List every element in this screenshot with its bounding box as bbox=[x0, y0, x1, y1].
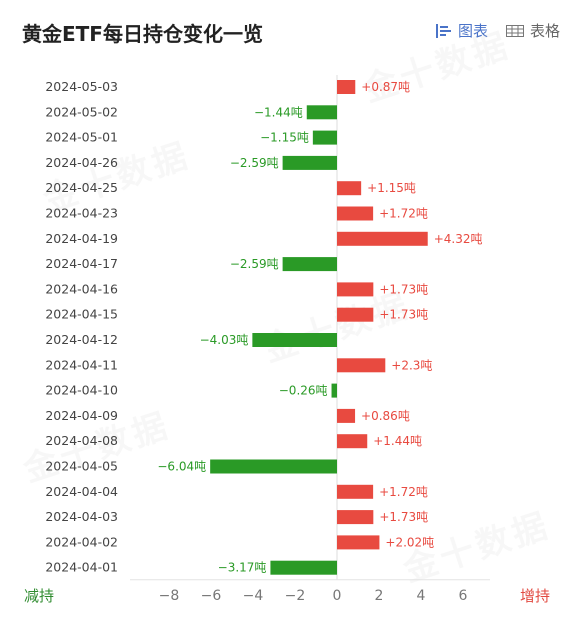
bar bbox=[337, 358, 386, 373]
bar bbox=[337, 307, 374, 322]
bar bbox=[210, 459, 337, 474]
category-label: 2024-05-02 bbox=[45, 104, 118, 119]
view-tabs: 图表 表格 bbox=[435, 20, 560, 41]
category-label: 2024-04-08 bbox=[45, 433, 118, 448]
tab-chart-label: 图表 bbox=[457, 22, 488, 40]
x-tick-label: −2 bbox=[285, 588, 306, 604]
category-label: 2024-04-23 bbox=[45, 206, 118, 221]
page-title: 黄金ETF每日持仓变化一览 bbox=[22, 22, 263, 46]
bar bbox=[282, 155, 337, 170]
category-label: 2024-04-25 bbox=[45, 180, 118, 195]
bar bbox=[306, 105, 337, 120]
data-label: −1.15吨 bbox=[260, 131, 309, 145]
data-label: −4.03吨 bbox=[200, 333, 249, 347]
category-label: 2024-04-15 bbox=[45, 307, 118, 322]
tab-table-label: 表格 bbox=[529, 22, 560, 40]
bar bbox=[337, 484, 374, 499]
data-label: +1.72吨 bbox=[379, 207, 428, 221]
bar bbox=[270, 560, 337, 575]
category-label: 2024-04-09 bbox=[45, 408, 118, 423]
data-label: +2.3吨 bbox=[391, 358, 432, 372]
tab-chart[interactable]: 图表 bbox=[435, 20, 488, 41]
data-label: −1.44吨 bbox=[254, 105, 303, 119]
data-label: +1.73吨 bbox=[379, 282, 428, 296]
x-tick-label: −6 bbox=[201, 588, 222, 604]
category-label: 2024-04-05 bbox=[45, 459, 118, 474]
bar bbox=[337, 535, 380, 550]
data-label: −3.17吨 bbox=[218, 561, 267, 575]
data-label: +1.73吨 bbox=[379, 510, 428, 524]
x-tick-label: −8 bbox=[159, 588, 180, 604]
bar bbox=[337, 282, 374, 297]
category-label: 2024-05-03 bbox=[45, 79, 118, 94]
category-label: 2024-04-04 bbox=[45, 484, 118, 499]
category-label: 2024-04-11 bbox=[45, 357, 118, 372]
category-label: 2024-04-10 bbox=[45, 383, 118, 398]
category-label: 2024-04-19 bbox=[45, 231, 118, 246]
data-label: +1.73吨 bbox=[379, 308, 428, 322]
bar bbox=[337, 434, 368, 449]
data-label: +1.72吨 bbox=[379, 485, 428, 499]
bar bbox=[337, 80, 356, 94]
x-tick-label: −4 bbox=[243, 588, 264, 604]
legend-decrease: 减持 bbox=[24, 587, 55, 605]
data-label: +0.87吨 bbox=[361, 80, 410, 94]
data-label: +1.44吨 bbox=[373, 434, 422, 448]
category-label: 2024-04-02 bbox=[45, 534, 118, 549]
category-label: 2024-04-17 bbox=[45, 256, 118, 271]
bar bbox=[337, 510, 374, 525]
x-tick-label: 2 bbox=[375, 588, 384, 604]
category-label: 2024-04-01 bbox=[45, 560, 118, 575]
legend-increase: 增持 bbox=[519, 587, 550, 605]
bar bbox=[312, 130, 337, 145]
data-label: +0.86吨 bbox=[361, 409, 410, 423]
data-label: +2.02吨 bbox=[385, 535, 434, 549]
category-label: 2024-04-03 bbox=[45, 509, 118, 524]
x-tick-label: 4 bbox=[417, 588, 426, 604]
bar bbox=[282, 257, 337, 272]
x-tick-label: 0 bbox=[333, 588, 342, 604]
bar bbox=[331, 383, 337, 398]
bar bbox=[252, 333, 337, 347]
bar bbox=[337, 206, 374, 221]
bar bbox=[337, 181, 362, 196]
x-tick-label: 6 bbox=[459, 588, 468, 604]
category-label: 2024-05-01 bbox=[45, 130, 118, 145]
data-label: +4.32吨 bbox=[434, 232, 483, 246]
data-label: −2.59吨 bbox=[230, 156, 279, 170]
bar bbox=[337, 231, 428, 246]
data-label: +1.15吨 bbox=[367, 181, 416, 195]
data-label: −2.59吨 bbox=[230, 257, 279, 271]
data-label: −0.26吨 bbox=[279, 384, 328, 398]
data-label: −6.04吨 bbox=[157, 460, 206, 474]
tab-table[interactable]: 表格 bbox=[505, 20, 560, 41]
category-label: 2024-04-26 bbox=[45, 155, 118, 170]
category-label: 2024-04-16 bbox=[45, 281, 118, 296]
chart-icon bbox=[435, 23, 451, 38]
table-icon bbox=[505, 24, 524, 37]
bar bbox=[337, 408, 356, 423]
category-label: 2024-04-12 bbox=[45, 332, 118, 347]
